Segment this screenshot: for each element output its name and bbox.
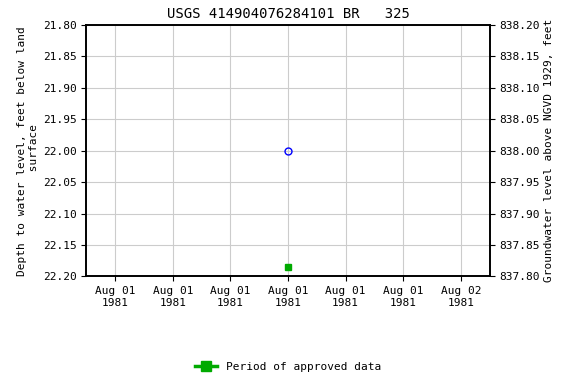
Legend: Period of approved data: Period of approved data <box>191 358 385 377</box>
Y-axis label: Groundwater level above NGVD 1929, feet: Groundwater level above NGVD 1929, feet <box>544 19 554 282</box>
Title: USGS 414904076284101 BR   325: USGS 414904076284101 BR 325 <box>166 7 410 21</box>
Y-axis label: Depth to water level, feet below land
 surface: Depth to water level, feet below land su… <box>17 26 39 276</box>
